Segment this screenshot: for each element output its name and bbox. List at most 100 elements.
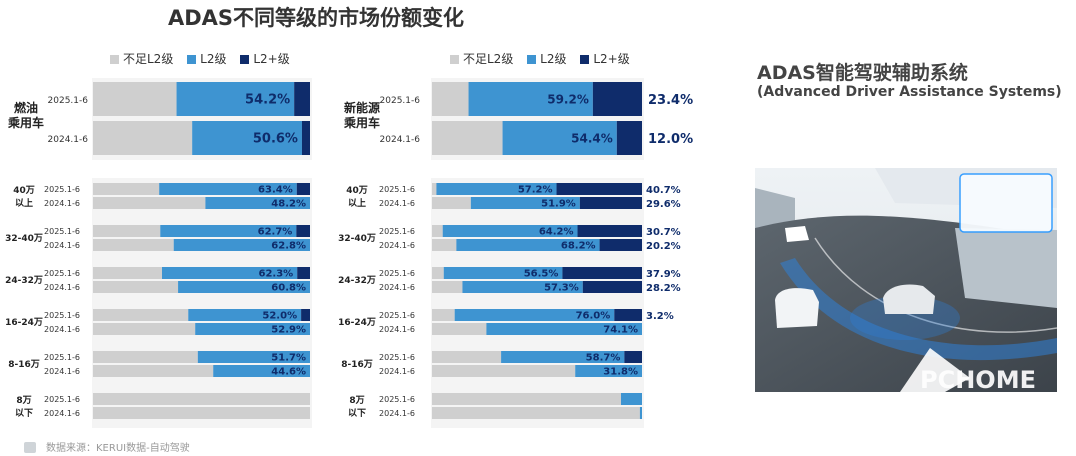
year-label: 2024.1-6 xyxy=(44,199,80,208)
legend-swatch xyxy=(187,55,197,64)
far-car xyxy=(785,226,809,242)
bar-segment-below-l2-0-1 xyxy=(93,197,206,209)
bar-segment-l2plus-1-1 xyxy=(599,239,642,251)
bar-segment-l2-3-1 xyxy=(195,323,310,335)
bar-segment-l2plus-2-0 xyxy=(562,267,642,279)
legend-item-l2: L2级 xyxy=(527,50,566,67)
bar-segment-below-l2-5-1 xyxy=(432,407,640,419)
lane-line xyxy=(814,237,1057,333)
bar-segment-l2plus-0 xyxy=(592,82,642,116)
bar-segment-l2-0-0 xyxy=(159,183,297,195)
legend-swatch xyxy=(240,55,250,64)
segment-group-label: 燃油 xyxy=(14,100,38,115)
l2plus-value-label: 30.7% xyxy=(646,227,681,238)
bar-segment-below-l2-0-0 xyxy=(93,183,160,195)
bar-segment-below-l2-3-0 xyxy=(432,309,455,321)
data-source-note: 数据来源：KERUI数据-自动驾驶 xyxy=(24,439,190,454)
adas-subtitle: (Advanced Driver Assistance Systems) xyxy=(757,84,1062,100)
segment-group-label: 32-40万 xyxy=(338,233,376,244)
legend-swatch xyxy=(110,55,119,64)
segment-group-label: 16-24万 xyxy=(338,317,376,328)
bar-segment-l2-3-0 xyxy=(454,309,615,321)
l2-value-label: 57.2% xyxy=(518,185,553,196)
segment-group-label: 8万 xyxy=(349,395,364,406)
bar-segment-l2-0-1 xyxy=(470,197,580,209)
bar-segment-below-l2-2-1 xyxy=(432,281,463,293)
watermark-text: PCHOME xyxy=(920,366,1036,392)
bar-segment-l2-1 xyxy=(502,121,617,155)
legend-item-below-l2: 不足L2级 xyxy=(450,50,513,67)
segment-group-label: 40万 xyxy=(13,185,35,196)
year-label: 2024.1-6 xyxy=(379,409,415,418)
bar-segment-below-l2-2-1 xyxy=(93,281,179,293)
bar-segment-below-l2-1-1 xyxy=(432,239,457,251)
bar-segment-l2-2-0 xyxy=(443,267,563,279)
segment-group-label: 以上 xyxy=(15,197,33,209)
bar-segment-below-l2-0 xyxy=(432,82,469,116)
l2-value-label: 48.2% xyxy=(271,199,306,210)
l2plus-value-label: 12.0% xyxy=(648,132,693,147)
year-label: 2025.1-6 xyxy=(379,227,415,236)
bar-segment-below-l2-0-1 xyxy=(432,197,471,209)
bar-segment-l2-3-0 xyxy=(188,309,302,321)
l2-value-label: 57.3% xyxy=(544,283,579,294)
segment-group-label: 新能源 xyxy=(344,100,380,115)
bar-segment-l2plus-2-0 xyxy=(297,267,310,279)
year-label: 2025.1-6 xyxy=(379,185,415,194)
legend-item-below-l2: 不足L2级 xyxy=(110,50,173,67)
bar-segment-l2plus-0-0 xyxy=(556,183,642,195)
bar-segment-l2plus-0-1 xyxy=(579,197,642,209)
l2plus-value-label: 37.9% xyxy=(646,269,681,280)
l2plus-value-label: 29.6% xyxy=(646,199,681,210)
year-label: 2024.1-6 xyxy=(379,241,415,250)
segment-group-label: 以上 xyxy=(348,197,366,209)
bar-segment-l2-4-1 xyxy=(575,365,642,377)
segment-group-label: 8-16万 xyxy=(341,359,373,370)
year-label: 2025.1-6 xyxy=(44,185,80,194)
year-label: 2024.1-6 xyxy=(44,325,80,334)
bar-segment-l2-1-1 xyxy=(173,239,310,251)
l2-value-label: 60.8% xyxy=(271,283,306,294)
segment-group-label: 以下 xyxy=(15,408,33,419)
segment-group-label: 8万 xyxy=(16,395,31,406)
l2plus-value-label: 20.2% xyxy=(646,241,681,252)
barrier-right xyxy=(955,228,1057,308)
legend-item-l2plus: L2+级 xyxy=(580,50,630,67)
year-label: 2024.1-6 xyxy=(44,241,80,250)
bar-segment-l2-3-1 xyxy=(486,323,642,335)
source-icon xyxy=(24,442,36,453)
l2-value-label: 52.9% xyxy=(271,325,306,336)
frame-fuel-segments xyxy=(92,178,312,428)
adas-title: ADAS智能驾驶辅助系统 xyxy=(757,62,968,84)
year-label: 2024.1-6 xyxy=(48,135,89,145)
lane-highlight xyxy=(780,258,1057,361)
l2-value-label: 31.8% xyxy=(603,367,638,378)
year-label: 2024.1-6 xyxy=(379,325,415,334)
bar-segment-l2-1 xyxy=(192,121,302,155)
bar-segment-l2-5-1 xyxy=(639,407,642,419)
segment-group-label: 24-32万 xyxy=(5,275,43,286)
l2-value-label: 68.2% xyxy=(561,241,596,252)
l2plus-value-label: 40.7% xyxy=(646,185,681,196)
year-label: 2024.1-6 xyxy=(379,199,415,208)
year-label: 2025.1-6 xyxy=(379,395,415,404)
bar-segment-l2plus-1-0 xyxy=(577,225,642,237)
l2-value-label: 74.1% xyxy=(603,325,638,336)
year-label: 2025.1-6 xyxy=(44,311,80,320)
legend-swatch xyxy=(450,55,459,64)
frame-nev-segments xyxy=(431,178,644,428)
bar-segment-below-l2-4-1 xyxy=(93,365,214,377)
bar-segment-l2-1-0 xyxy=(160,225,297,237)
bar-segment-l2-5-0 xyxy=(621,393,642,405)
bar-segment-below-l2-3-1 xyxy=(432,323,487,335)
bar-segment-below-l2-4-0 xyxy=(93,351,198,363)
year-label: 2024.1-6 xyxy=(44,409,80,418)
watermark-shape xyxy=(900,348,970,392)
legend-swatch xyxy=(580,55,590,64)
segment-group-label: 8-16万 xyxy=(8,359,40,370)
year-label: 2024.1-6 xyxy=(44,283,80,292)
bar-segment-below-l2-1 xyxy=(432,121,503,155)
l2-value-label: 63.4% xyxy=(258,185,293,196)
bar-segment-l2-2-0 xyxy=(162,267,298,279)
segment-group-label: 以下 xyxy=(348,408,366,419)
